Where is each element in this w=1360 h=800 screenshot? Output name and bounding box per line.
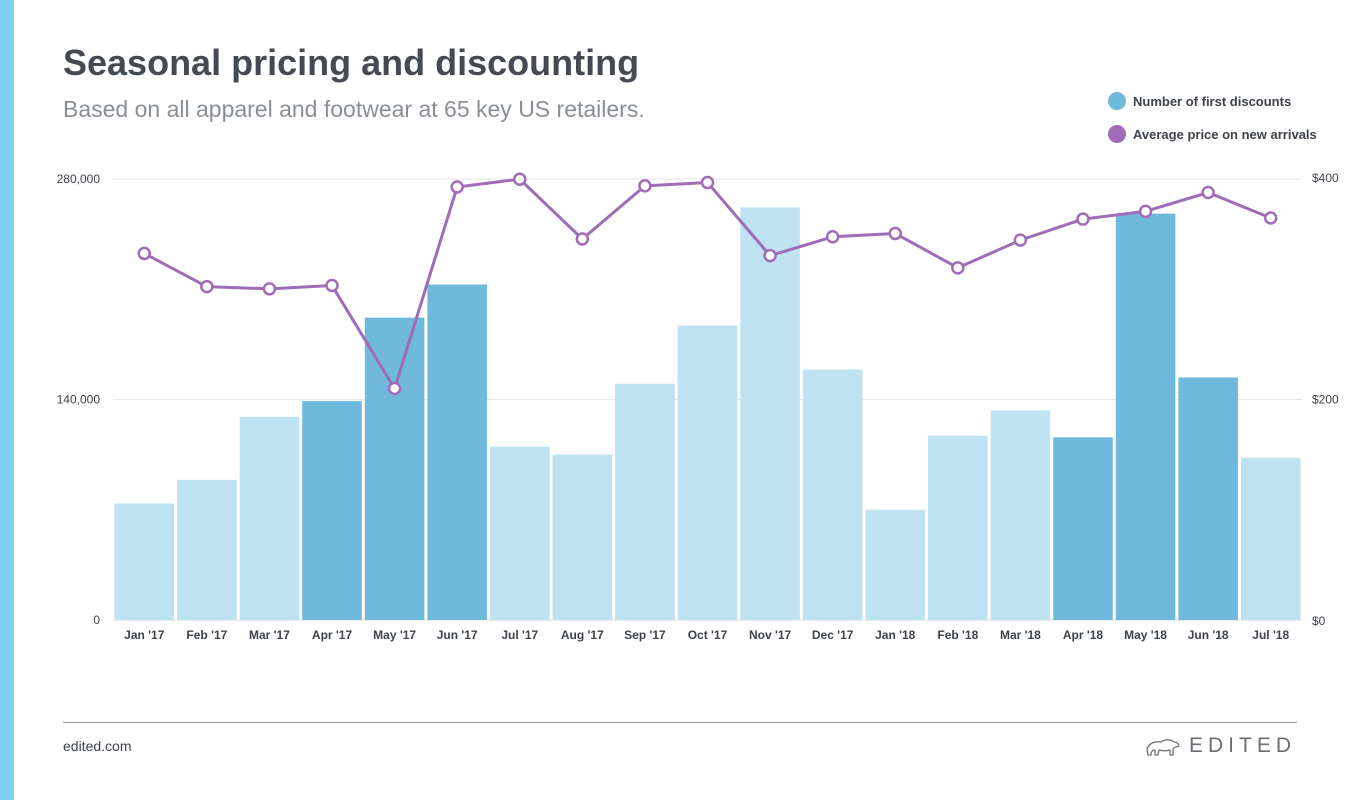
price-point-4: [387, 381, 402, 396]
bar-6: [489, 446, 550, 620]
bar-0: [114, 503, 175, 620]
x-tick-label-18: Jul '18: [1252, 628, 1289, 642]
x-tick-label-3: Apr '17: [312, 628, 353, 642]
bar-4: [364, 317, 425, 620]
legend: Number of first discounts Average price …: [1108, 90, 1317, 156]
price-point-7: [575, 232, 590, 246]
y-left-tick-label-2: 280,000: [57, 172, 101, 186]
bar-12: [865, 509, 926, 620]
brand-name: EDITED: [1188, 734, 1296, 757]
legend-swatch-price: [1108, 125, 1126, 143]
legend-label-discounts: Number of first discounts: [1133, 93, 1292, 109]
bar-8: [615, 383, 675, 620]
x-tick-label-14: Mar '18: [1000, 628, 1041, 642]
legend-item-discounts: Number of first discounts: [1108, 90, 1317, 112]
brand-logo: EDITED: [1145, 734, 1296, 758]
price-point-3: [325, 278, 339, 293]
legend-label-price: Average price on new arrivals: [1133, 126, 1317, 142]
x-tick-label-2: Mar '17: [249, 628, 290, 642]
price-point-11: [825, 230, 840, 244]
price-point-1: [200, 279, 214, 294]
y-right-tick-label-0: $0: [1312, 614, 1326, 628]
footer-url[interactable]: edited.com: [63, 738, 132, 754]
legend-swatch-discounts: [1108, 92, 1126, 110]
price-point-17: [1201, 185, 1215, 200]
footer-divider: [63, 722, 1297, 723]
y-right-tick-label-1: $200: [1312, 393, 1339, 407]
price-point-15: [1076, 212, 1090, 226]
bar-14: [990, 410, 1051, 620]
y-left-tick-label-1: 140,000: [57, 393, 101, 407]
bar-7: [552, 454, 613, 620]
bar-13: [928, 435, 988, 620]
x-tick-label-12: Jan '18: [875, 628, 916, 642]
price-point-6: [513, 172, 527, 186]
bar-5: [427, 284, 487, 620]
bar-11: [802, 369, 863, 620]
legend-item-price: Average price on new arrivals: [1108, 123, 1317, 145]
bar-16: [1115, 213, 1176, 620]
price-point-18: [1263, 211, 1278, 225]
x-tick-label-5: Jun '17: [437, 628, 478, 642]
bar-18: [1240, 457, 1301, 620]
x-tick-label-6: Jul '17: [501, 628, 538, 642]
price-point-8: [638, 179, 652, 193]
x-tick-label-1: Feb '17: [186, 628, 227, 642]
x-tick-label-11: Dec '17: [812, 628, 854, 642]
bar-10: [740, 207, 800, 620]
price-point-14: [1013, 233, 1028, 247]
bar-15: [1053, 437, 1113, 620]
chart-subtitle: Based on all apparel and footwear at 65 …: [63, 96, 645, 122]
price-point-12: [888, 226, 902, 241]
x-tick-label-7: Aug '17: [561, 628, 604, 642]
x-tick-label-8: Sep '17: [624, 628, 666, 642]
x-tick-label-13: Feb '18: [937, 628, 978, 642]
x-tick-label-15: Apr '18: [1063, 628, 1104, 642]
accent-bar: [0, 0, 14, 800]
x-tick-label-16: May '18: [1124, 628, 1167, 642]
y-left-tick-label-0: 0: [93, 613, 100, 627]
price-point-2: [262, 282, 277, 296]
price-point-16: [1138, 204, 1153, 219]
x-tick-label-4: May '17: [373, 628, 416, 642]
price-point-0: [137, 246, 152, 261]
bar-2: [239, 416, 300, 620]
y-right-tick-label-2: $400: [1312, 171, 1339, 185]
x-tick-label-0: Jan '17: [124, 628, 165, 642]
x-tick-label-9: Oct '17: [688, 628, 728, 642]
x-tick-label-17: Jun '18: [1188, 628, 1229, 642]
chart-canvas: 0 140,000 280,000 $0 $200 $400 Jan '17 Feb '1…: [57, 171, 1339, 642]
polar-bear-icon: [1146, 739, 1180, 756]
bar-3: [302, 401, 362, 620]
chart-title: Seasonal pricing and discounting: [63, 42, 640, 83]
bar-1: [177, 479, 237, 620]
x-tick-label-10: Nov '17: [749, 628, 792, 642]
price-point-9: [700, 175, 715, 190]
bar-9: [677, 325, 738, 620]
price-point-13: [951, 261, 965, 275]
price-point-5: [450, 180, 464, 194]
price-point-10: [763, 248, 777, 263]
bar-17: [1178, 377, 1238, 620]
